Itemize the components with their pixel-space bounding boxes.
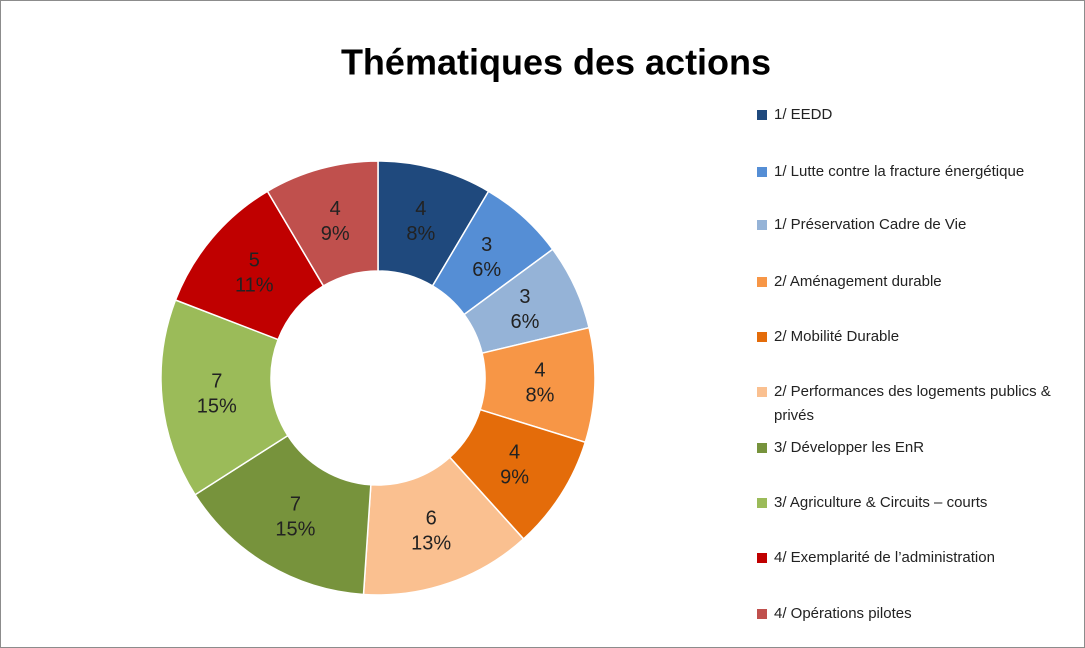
- percent-label: 9%: [321, 223, 350, 245]
- legend-label: 4/ Exemplarité de l’administration: [774, 549, 995, 566]
- data-label: 4: [330, 198, 341, 220]
- data-label: 5: [249, 250, 260, 272]
- data-label: 7: [290, 494, 301, 516]
- legend-swatch: [757, 609, 767, 619]
- legend-item: 1/ Lutte contre la fracture énergétique: [757, 160, 1057, 184]
- legend-item: 2/ Performances des logements publics & …: [757, 380, 1057, 428]
- data-label: 3: [481, 234, 492, 256]
- legend-item: 3/ Développer les EnR: [757, 436, 1057, 460]
- data-label: 7: [211, 370, 222, 392]
- legend-label: 3/ Agriculture & Circuits – courts: [774, 494, 988, 511]
- legend-label: 3/ Développer les EnR: [774, 439, 925, 456]
- legend-label: 2/ Performances des logements publics & …: [774, 383, 1051, 424]
- data-label: 4: [534, 360, 545, 382]
- percent-label: 15%: [197, 395, 237, 417]
- legend-item: 4/ Exemplarité de l’administration: [757, 546, 1057, 570]
- slice: [194, 434, 372, 596]
- data-label: 6: [426, 507, 437, 529]
- legend-swatch: [757, 387, 767, 397]
- legend-swatch: [757, 110, 767, 120]
- percent-label: 8%: [525, 385, 554, 407]
- legend-swatch: [757, 220, 767, 230]
- percent-label: 9%: [500, 466, 529, 488]
- legend-label: 2/ Mobilité Durable: [774, 328, 900, 345]
- legend-item: 4/ Opérations pilotes: [757, 602, 1057, 626]
- legend-swatch: [757, 553, 767, 563]
- slice: [362, 456, 525, 596]
- legend-swatch: [757, 498, 767, 508]
- legend-item: 3/ Agriculture & Circuits – courts: [757, 491, 1057, 515]
- data-label: 4: [415, 198, 426, 220]
- percent-label: 6%: [510, 311, 539, 333]
- data-label: 4: [509, 441, 520, 463]
- legend-item: 1/ Préservation Cadre de Vie: [757, 213, 1057, 237]
- legend-label: 4/ Opérations pilotes: [774, 605, 912, 622]
- slice: [160, 299, 289, 496]
- legend-swatch: [757, 167, 767, 177]
- legend-item: 1/ EEDD: [757, 103, 1057, 127]
- legend-label: 1/ Lutte contre la fracture énergétique: [774, 163, 1025, 180]
- legend-label: 1/ Préservation Cadre de Vie: [774, 216, 967, 233]
- percent-label: 11%: [235, 275, 274, 297]
- percent-label: 8%: [406, 223, 435, 245]
- percent-label: 13%: [411, 532, 451, 554]
- legend-swatch: [757, 277, 767, 287]
- legend-label: 1/ EEDD: [774, 106, 833, 123]
- legend-item: 2/ Aménagement durable: [757, 270, 1057, 294]
- percent-label: 6%: [472, 259, 501, 281]
- legend-item: 2/ Mobilité Durable: [757, 325, 1057, 349]
- legend-label: 2/ Aménagement durable: [774, 273, 942, 290]
- legend-swatch: [757, 443, 767, 453]
- percent-label: 15%: [275, 519, 315, 541]
- legend-swatch: [757, 332, 767, 342]
- data-label: 3: [519, 286, 530, 308]
- chart-title: Thématiques des actions: [341, 42, 771, 83]
- slice: [266, 160, 379, 287]
